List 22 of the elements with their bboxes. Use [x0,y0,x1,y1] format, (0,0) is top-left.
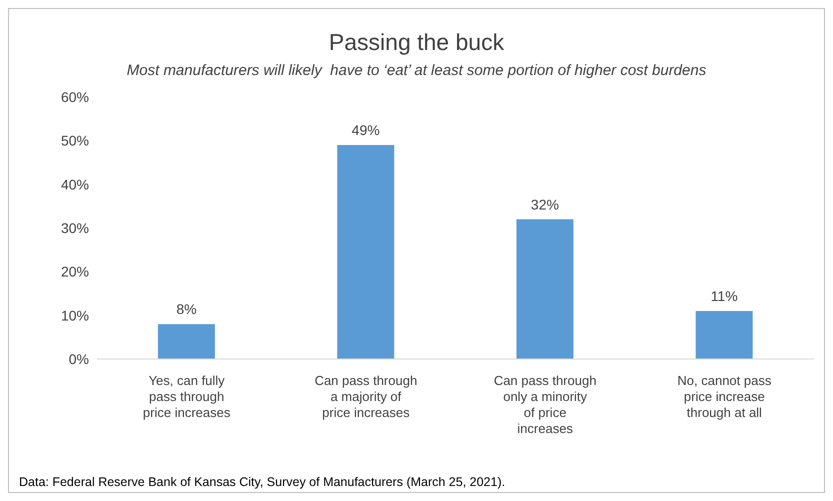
data-label: 49% [352,122,380,138]
y-tick-label: 40% [60,176,89,192]
x-tick-label: Yes, can fully pass through price increases [142,373,231,420]
data-label: 8% [176,301,197,318]
x-tick-label: No, cannot pass price increase through at all [677,373,772,420]
data-label: 32% [530,196,559,212]
y-tick-label: 0% [68,350,89,367]
text: Data: Federal Reserve Bank of Kansas City, Survey of Manufacturers (March 25, 2021). [19,475,506,489]
y-tick-label: 30% [60,220,89,236]
y-tick-label: 50% [60,132,89,149]
chart-title: Passing the buck [328,29,506,56]
data-label: 11% [710,288,738,304]
chart-subtitle: Most manufacturers will likely have to ‘eat’ at least some portion of higher cost burdens [126,62,708,79]
bar [337,145,394,359]
bar [158,324,215,359]
bar [696,310,753,359]
x-tick-label: Can pass through only a minority of price increases [494,373,596,436]
y-tick-label: 10% [60,307,89,324]
y-tick-label: 60% [60,88,89,105]
y-tick-label: 20% [60,264,89,280]
bar [516,219,574,359]
x-tick-label: Can pass through a majority of price increases [314,373,418,420]
